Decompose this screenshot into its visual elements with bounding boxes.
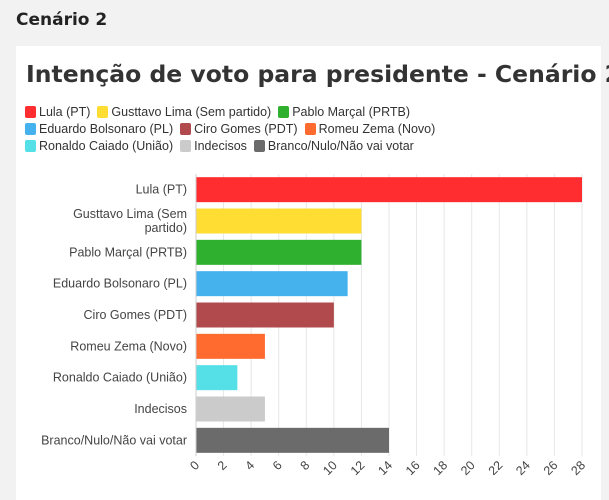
category-label-line: Ronaldo Caiado (União): [53, 371, 187, 385]
bar-pablo-marcal-prtb[interactable]: [196, 239, 362, 265]
x-tick-label: 12: [348, 458, 368, 478]
category-label-line: Romeu Zema (Novo): [70, 339, 187, 353]
bar-branco-nulo-nao-vai-votar[interactable]: [196, 427, 389, 453]
bar-indecisos[interactable]: [196, 396, 265, 422]
legend-label: Romeu Zema (Novo): [318, 121, 436, 136]
legend-swatch: [25, 139, 36, 152]
x-tick-label: 28: [568, 458, 588, 478]
x-tick-label: 4: [242, 458, 257, 473]
category-label: Gusttavo Lima (Sem partido): [73, 207, 187, 235]
category-label: Indecisos: [134, 402, 187, 416]
legend-swatch: [25, 122, 36, 135]
category-label: Ronaldo Caiado (União): [53, 371, 187, 385]
category-label-line: Branco/Nulo/Não vai votar: [41, 433, 187, 447]
x-tick-label: 6: [270, 458, 285, 473]
legend-label: Ciro Gomes (PDT): [194, 121, 298, 136]
category-label: Ciro Gomes (PDT): [84, 308, 187, 322]
category-label-line: partido): [145, 221, 187, 235]
x-tick-label: 24: [513, 458, 533, 478]
x-tick-label: 8: [298, 458, 313, 473]
x-tick-label: 10: [320, 458, 340, 478]
legend-label: Eduardo Bolsonaro (PL): [39, 121, 174, 136]
legend-swatch: [97, 105, 109, 118]
category-label-line: Indecisos: [134, 402, 187, 416]
category-label-line: Lula (PT): [136, 183, 187, 197]
x-tick-label: 0: [187, 458, 202, 473]
chart-card: Intenção de voto para presidente - Cenár…: [16, 46, 609, 500]
legend-row: Eduardo Bolsonaro (PL) Ciro Gomes (PDT) Ro…: [25, 120, 595, 137]
bar-gusttavo-lima-sem-partido[interactable]: [196, 208, 362, 234]
legend-row: Ronaldo Caiado (União) Indecisos Branco/Nu…: [25, 137, 595, 154]
bar-ciro-gomes-pdt[interactable]: [196, 302, 334, 328]
category-label-line: Pablo Marçal (PRTB): [69, 245, 187, 259]
bar-chart: Lula (PT) Gusttavo Lima (Sem partido) Pablo…: [41, 174, 588, 478]
legend-item-indecisos[interactable]: Indecisos: [180, 139, 247, 153]
legend-item-lula-pt[interactable]: Lula (PT): [25, 105, 90, 119]
legend-item-branco-nulo-nao-vai-votar[interactable]: Branco/Nulo/Não vai votar: [253, 138, 414, 153]
chart-legend: Lula (PT) Gusttavo Lima (Sem partido) Pabl…: [25, 103, 595, 154]
legend-item-ronaldo-caiado-uniao[interactable]: Ronaldo Caiado (União): [25, 139, 173, 153]
legend-swatch: [180, 139, 192, 152]
legend-label: Lula (PT): [39, 104, 91, 119]
legend-label: Ronaldo Caiado (União): [39, 138, 174, 153]
category-label: Eduardo Bolsonaro (PL): [53, 277, 187, 291]
legend-swatch: [180, 122, 192, 135]
legend-label: Branco/Nulo/Não vai votar: [267, 138, 414, 153]
x-tick-label: 14: [375, 458, 395, 478]
legend-item-romeu-zema-novo[interactable]: Romeu Zema (Novo): [304, 121, 436, 136]
bar-ronaldo-caiado-uniao[interactable]: [196, 365, 238, 391]
category-label-line: Eduardo Bolsonaro (PL): [53, 277, 187, 291]
legend-item-gusttavo-lima-sem-partido[interactable]: Gusttavo Lima (Sem partido): [97, 105, 271, 119]
legend-row: Lula (PT) Gusttavo Lima (Sem partido) Pabl…: [25, 103, 595, 120]
legend-item-pablo-marcal-prtb[interactable]: Pablo Marçal (PRTB): [278, 105, 410, 119]
category-label: Lula (PT): [136, 183, 187, 197]
category-label: Pablo Marçal (PRTB): [69, 245, 187, 259]
x-tick-label: 26: [541, 458, 561, 478]
legend-item-eduardo-bolsonaro-pl[interactable]: Eduardo Bolsonaro (PL): [25, 122, 173, 136]
bar-romeu-zema-novo[interactable]: [196, 333, 265, 359]
page-heading: Cenário 2: [16, 10, 108, 30]
legend-swatch: [253, 139, 265, 152]
legend-swatch: [25, 105, 36, 118]
bar-eduardo-bolsonaro-pl[interactable]: [196, 271, 348, 297]
category-label-line: Ciro Gomes (PDT): [84, 308, 187, 322]
legend-swatch: [278, 105, 290, 118]
x-tick-label: 20: [458, 458, 478, 478]
x-tick-label: 22: [486, 458, 506, 478]
category-label-line: Gusttavo Lima (Sem: [73, 207, 187, 221]
legend-label: Gusttavo Lima (Sem partido): [111, 104, 272, 119]
legend-label: Pablo Marçal (PRTB): [292, 104, 411, 119]
x-tick-label: 18: [431, 458, 451, 478]
legend-swatch: [304, 122, 316, 135]
legend-label: Indecisos: [194, 138, 247, 153]
category-label: Branco/Nulo/Não vai votar: [41, 433, 187, 447]
bar-lula-pt[interactable]: [196, 177, 582, 203]
x-tick-label: 2: [215, 458, 230, 473]
x-tick-label: 16: [403, 458, 423, 478]
legend-item-ciro-gomes-pdt[interactable]: Ciro Gomes (PDT): [180, 121, 298, 136]
category-label: Romeu Zema (Novo): [70, 339, 187, 353]
chart-title: Intenção de voto para presidente - Cenár…: [26, 60, 609, 88]
